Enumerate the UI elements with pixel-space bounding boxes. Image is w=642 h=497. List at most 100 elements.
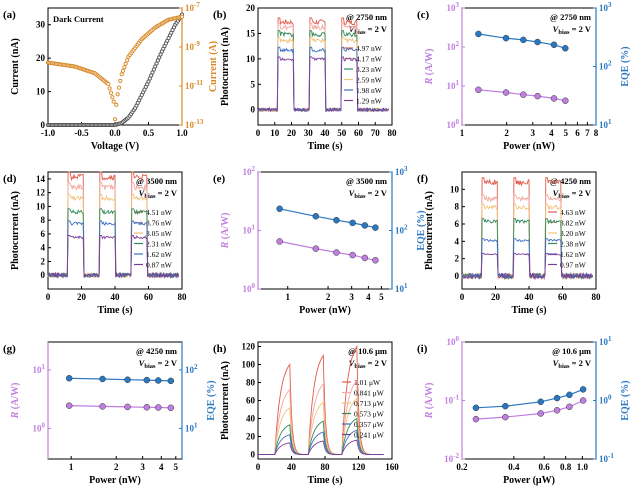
x-tick-label: 1	[285, 292, 290, 302]
tick-exponent: 2	[608, 60, 612, 68]
y-axis-unit: (A/W)	[424, 49, 435, 78]
y-tick-label: 2	[41, 256, 46, 266]
tick-base: 10	[395, 167, 405, 177]
data-point	[579, 397, 587, 404]
data-point-log	[114, 102, 119, 107]
bias-value: = 2 V	[366, 24, 388, 34]
tick-exponent: 0	[42, 421, 46, 429]
y-tick-label: 10	[450, 184, 460, 194]
tick-base: 10	[599, 337, 609, 347]
series-line	[461, 252, 594, 281]
y-tick-label: 6	[41, 229, 46, 239]
x-tick-label: 50	[337, 128, 347, 138]
data-point	[502, 89, 510, 96]
x-tick-label: 3	[531, 128, 536, 138]
y-tick-label: 20	[36, 53, 46, 63]
series-line	[461, 203, 593, 280]
bias-symbol: V	[553, 358, 560, 368]
data-point	[534, 38, 541, 46]
tick-exponent: 3	[608, 1, 612, 9]
x-tick-label: 1.0	[577, 462, 589, 472]
x-tick-label: 80	[321, 462, 331, 472]
data-point	[312, 245, 320, 252]
y-tick-label: 8	[41, 215, 46, 225]
y-axis-label: R (A/W)	[220, 213, 231, 250]
data-point	[550, 95, 558, 102]
y-tick-label: 100	[33, 421, 46, 433]
x-tick-label: 6	[575, 128, 580, 138]
data-point	[553, 407, 561, 414]
y-axis-symbol: R	[10, 411, 21, 419]
bias-symbol: V	[139, 188, 146, 198]
data-point-log	[119, 72, 124, 77]
data-point-log	[111, 99, 116, 104]
tick-base: 10	[447, 337, 457, 347]
legend-label: 1.29 nW	[356, 97, 383, 106]
data-point	[502, 402, 509, 410]
y-tick-label: 100	[447, 335, 460, 347]
legend-label: 0.97 nW	[560, 261, 587, 270]
tick-base: 10	[185, 423, 195, 433]
y-tick-label: 4	[41, 243, 46, 253]
y-tick-label: 102	[243, 165, 256, 177]
data-point	[520, 36, 527, 44]
tick-exponent: 1	[456, 79, 460, 87]
x-tick-label: 0.4	[508, 462, 520, 472]
panel-h: (h) 0 40 80 120 160 0 20 40 60 80 100 120 Time (s) Pho…	[213, 341, 399, 486]
tick-exponent: 3	[404, 165, 408, 173]
panel-label: (c)	[417, 9, 430, 21]
data-point-log	[107, 86, 112, 91]
y-tick-label: 101	[33, 363, 46, 375]
annotation-bias: Vbias = 2 V	[349, 24, 388, 36]
legend-label: 2.31 nW	[146, 240, 173, 249]
tick-exponent: 2	[404, 224, 408, 232]
data-point	[333, 216, 340, 224]
data-point	[65, 375, 73, 382]
annotation-bias: Vbias = 2 V	[553, 358, 592, 370]
tick-base: 10	[395, 226, 405, 236]
data-point	[566, 403, 573, 411]
y-axis-label: R (A/W)	[424, 383, 435, 420]
x-tick-label: 1.0	[176, 128, 188, 138]
tick-base: 10	[599, 62, 609, 72]
tick-exponent: 0	[608, 394, 612, 402]
x-axis-label: Power (nW)	[503, 141, 555, 152]
data-point	[361, 254, 369, 262]
data-point	[579, 386, 587, 393]
annotation-wavelength: @ 10.6 μm	[552, 346, 591, 356]
tick-exponent: 0	[252, 282, 256, 290]
y-tick-label: 101	[395, 282, 408, 294]
annotation-bias: Vbias = 2 V	[349, 358, 388, 370]
bias-symbol: V	[553, 24, 560, 34]
x-axis-label: Time (s)	[307, 475, 342, 486]
bias-subscript: bias	[144, 193, 156, 200]
panel-f: (f) 0 20 40 60 80 0 2 4 6 8 10 Time (s) Photocurrent …	[417, 171, 601, 316]
tick-base: 10	[185, 365, 195, 375]
legend-label: 2.38 nW	[560, 240, 587, 249]
bias-value: = 2 V	[366, 188, 388, 198]
y-axis-label: R (A/W)	[424, 49, 435, 86]
x-tick-label: 1	[460, 128, 465, 138]
series-line	[258, 429, 384, 455]
y-tick-label: 40	[246, 414, 256, 424]
y-tick-label: 0	[41, 270, 46, 280]
panel-d: (d) 0 20 40 60 80 0 2 4 6 8 10 12 14 Time (s) Photocurr…	[3, 171, 188, 316]
x-tick-label: 120	[352, 462, 366, 472]
legend-label: 3.23 nW	[356, 65, 383, 74]
legend-label: 1.98 nW	[356, 86, 383, 95]
y-axis-label: Photocurrent (nA)	[220, 27, 231, 106]
series-line	[279, 240, 376, 261]
x-tick-label: 2	[504, 128, 509, 138]
series-line	[258, 439, 384, 455]
x-axis-label: Power (nW)	[89, 475, 141, 486]
y-tick-label: 12	[36, 188, 46, 198]
data-point	[124, 403, 131, 411]
tick-exponent: -1	[453, 394, 459, 402]
y-tick-label: 10-2	[444, 452, 459, 464]
tick-exponent: 2	[194, 363, 198, 371]
y-tick-label: 103	[599, 1, 612, 13]
legend-label: 0.241 μW	[354, 431, 385, 440]
tick-base: 10	[243, 226, 253, 236]
x-tick-label: 80	[178, 292, 188, 302]
